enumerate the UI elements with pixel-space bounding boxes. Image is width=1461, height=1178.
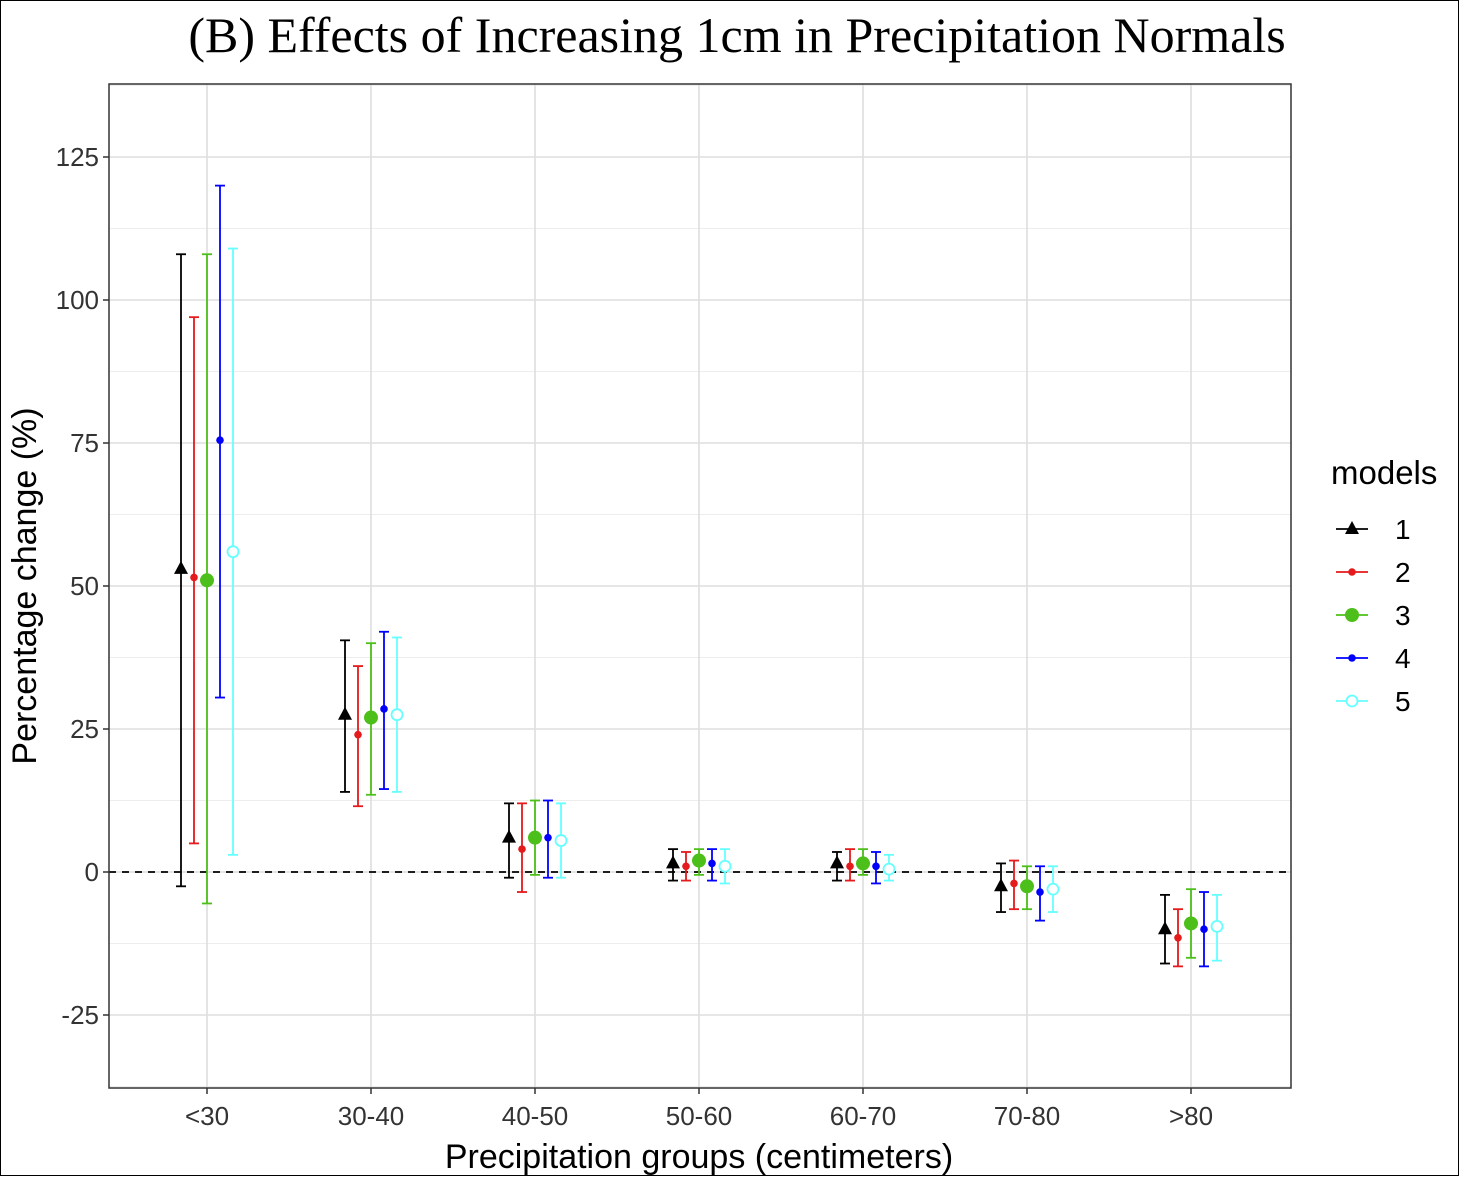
x-tick-label: 40-50 xyxy=(502,1101,569,1131)
data-point xyxy=(190,573,198,582)
x-tick-label: >80 xyxy=(1169,1101,1213,1131)
series-1 xyxy=(174,253,1172,965)
data-point xyxy=(872,862,880,871)
x-tick-label: <30 xyxy=(185,1101,229,1131)
data-point xyxy=(1174,933,1182,942)
series-3 xyxy=(200,253,1198,959)
data-point xyxy=(216,436,224,444)
data-point xyxy=(390,708,404,722)
data-point xyxy=(994,878,1008,892)
legend: models 1 2 3 4 5 xyxy=(1331,454,1437,717)
x-tick-label: 70-80 xyxy=(994,1101,1061,1131)
data-point xyxy=(718,859,732,873)
legend-label: 1 xyxy=(1395,514,1411,545)
data-point xyxy=(226,545,240,559)
legend-title: models xyxy=(1331,454,1437,491)
legend-item-5: 5 xyxy=(1336,686,1411,717)
legend-key-marker xyxy=(1348,568,1356,576)
data-point xyxy=(518,845,526,853)
data-point xyxy=(692,853,706,868)
y-tick-label: -25 xyxy=(61,1000,99,1030)
data-point xyxy=(708,859,716,868)
data-point xyxy=(1210,919,1224,933)
data-point xyxy=(1036,888,1044,896)
x-ticks: <30 30-40 40-50 50-60 60-70 70-80 >80 xyxy=(185,1088,1213,1131)
x-tick-label: 30-40 xyxy=(338,1101,405,1131)
y-tick-label: 0 xyxy=(85,857,99,887)
data-point xyxy=(364,710,378,725)
data-point xyxy=(1020,879,1034,894)
y-tick-label: 25 xyxy=(70,714,99,744)
data-point xyxy=(882,862,896,876)
chart-title: (B) Effects of Increasing 1cm in Precipi… xyxy=(188,7,1285,63)
legend-key-marker xyxy=(1345,521,1359,534)
data-point xyxy=(354,730,362,739)
data-point xyxy=(1184,916,1198,931)
y-axis-title: Percentage change (%) xyxy=(6,407,44,764)
data-point xyxy=(554,834,568,847)
y-tick-label: 100 xyxy=(56,285,99,315)
series-group xyxy=(174,184,1224,968)
legend-label: 5 xyxy=(1395,686,1411,717)
legend-label: 4 xyxy=(1395,643,1411,674)
legend-key-marker xyxy=(1345,694,1359,708)
data-point xyxy=(830,855,844,869)
legend-item-2: 2 xyxy=(1336,557,1411,588)
x-tick-label: 50-60 xyxy=(666,1101,733,1131)
data-point xyxy=(666,855,680,869)
y-ticks: -25 0 25 50 75 100 125 xyxy=(56,142,109,1030)
data-point xyxy=(846,862,854,871)
data-point xyxy=(528,830,542,845)
y-tick-label: 125 xyxy=(56,142,99,172)
series-4 xyxy=(215,184,1209,968)
data-point xyxy=(1010,879,1018,888)
data-point xyxy=(856,856,870,871)
legend-key-marker xyxy=(1345,608,1359,622)
legend-label: 3 xyxy=(1395,600,1411,631)
series-5 xyxy=(226,247,1224,962)
data-point xyxy=(544,833,552,842)
data-point xyxy=(174,560,188,574)
legend-item-3: 3 xyxy=(1336,600,1411,631)
y-tick-label: 50 xyxy=(70,571,99,601)
data-point xyxy=(200,573,214,588)
legend-key-marker xyxy=(1348,654,1356,662)
series-2 xyxy=(189,316,1183,968)
data-point xyxy=(1158,921,1172,935)
data-point xyxy=(682,862,690,871)
y-tick-label: 75 xyxy=(70,428,99,458)
grid xyxy=(109,84,1291,1088)
legend-item-1: 1 xyxy=(1336,514,1411,545)
legend-item-4: 4 xyxy=(1336,643,1411,674)
data-point xyxy=(502,829,516,843)
x-axis-title: Precipitation groups (centimeters) xyxy=(445,1138,953,1176)
x-tick-label: 60-70 xyxy=(830,1101,897,1131)
legend-label: 2 xyxy=(1395,557,1411,588)
data-point xyxy=(338,706,352,720)
data-point xyxy=(380,705,388,713)
data-point xyxy=(1200,925,1208,933)
data-point xyxy=(1046,882,1060,896)
